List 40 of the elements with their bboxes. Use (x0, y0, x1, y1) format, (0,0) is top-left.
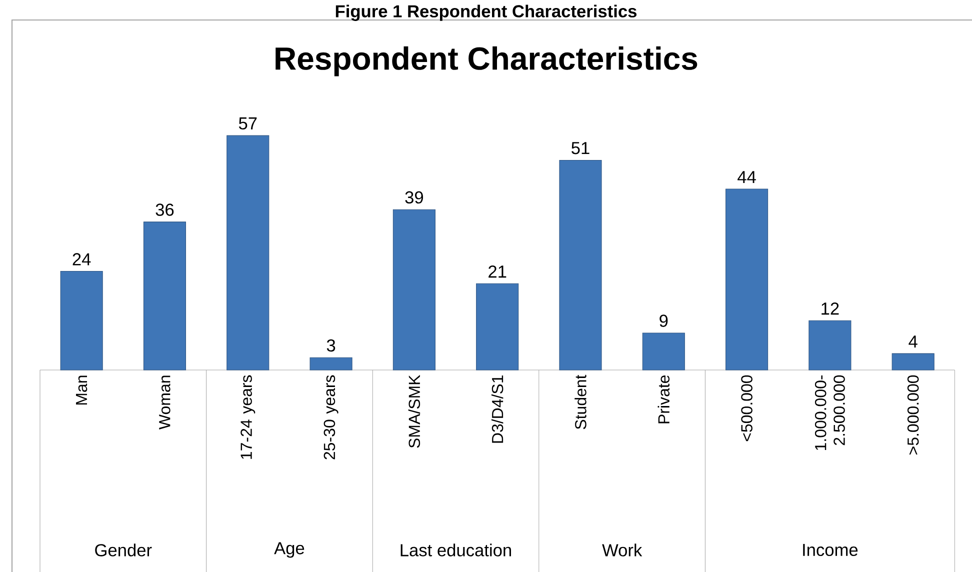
data-label: 36 (156, 204, 174, 216)
text: Last education (400, 544, 511, 556)
x-tick-label: 1.000.000-2.500.000 (814, 375, 845, 450)
data-label: 12 (822, 302, 839, 315)
x-tick-label: Student (574, 374, 586, 430)
x-tick-label: 17-24 years (240, 375, 256, 459)
data-label: 4 (908, 336, 918, 348)
text: Income (803, 544, 858, 556)
data-label: 21 (488, 265, 506, 278)
bar (726, 188, 768, 370)
x-tick-label: SMA/SMK (408, 374, 420, 448)
data-label: 9 (660, 314, 668, 327)
text: Age (274, 542, 304, 558)
data-label: 44 (738, 171, 756, 183)
data-label: 24 (72, 253, 91, 266)
data-label: 51 (572, 142, 590, 154)
x-tick-label: >5.000.000 (907, 375, 919, 454)
data-label: 57 (238, 117, 257, 130)
x-tick-label: D3/D4/S1 (491, 376, 504, 443)
text: Work (602, 544, 642, 556)
bar (559, 160, 602, 370)
x-tick-label: Man (76, 376, 88, 405)
bar (808, 320, 852, 370)
bar (892, 353, 934, 370)
bar (392, 209, 436, 370)
bar (226, 135, 270, 370)
bar (476, 283, 519, 370)
caption: Figure 1 Respondent Characteristics (336, 4, 636, 21)
x-tick-label: <500.000 (741, 375, 752, 442)
x-tick-label: 25-30 years (324, 375, 338, 460)
data-label: 3 (326, 339, 336, 352)
bar (60, 271, 103, 370)
x-tick-label: Woman (159, 376, 170, 430)
chart-title: Respondent Characteristics (276, 46, 698, 76)
bar (642, 332, 685, 370)
data-label: 39 (405, 191, 424, 204)
text: Gender (95, 544, 152, 556)
x-tick-label: Private (658, 375, 670, 424)
bar (143, 222, 186, 370)
bar (310, 357, 352, 370)
